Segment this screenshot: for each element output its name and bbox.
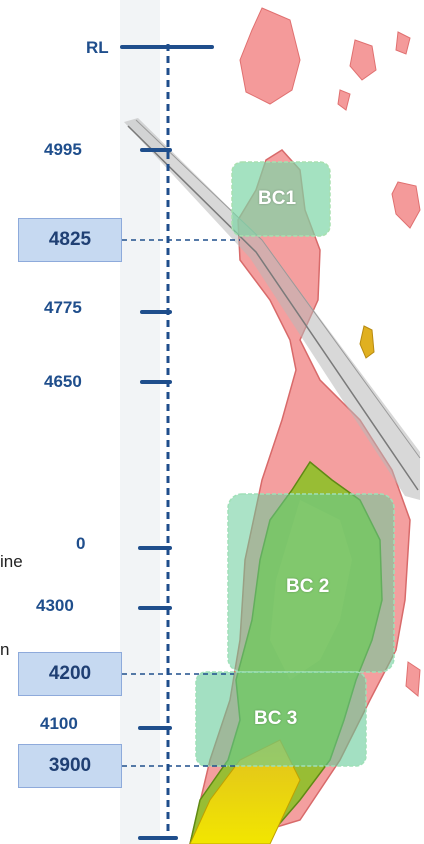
- clipped-text: ine: [0, 552, 23, 571]
- axis-title: RL: [86, 38, 109, 57]
- zone-label-bc2: BC 2: [286, 576, 330, 597]
- tick-label: 4650: [44, 372, 82, 391]
- zone-box-bc2: [227, 493, 395, 673]
- clipped-text: n: [0, 640, 10, 659]
- zone-label-bc1: BC1: [258, 188, 297, 209]
- fault-plane: [124, 118, 421, 500]
- axis-ticks: [120, 45, 214, 840]
- level-box: 3900: [18, 744, 122, 788]
- zone-box-bc3: [195, 671, 367, 767]
- ore-body-fragments: [239, 7, 421, 698]
- level-leaders: [122, 239, 240, 767]
- tick-label: 0: [76, 534, 86, 553]
- tick-label: 4300: [36, 596, 74, 615]
- tick-label: 4995: [44, 140, 82, 159]
- minor-lens: [359, 325, 375, 359]
- zone-box-bc1: [231, 161, 331, 237]
- tick-label: 4775: [44, 298, 82, 317]
- zone-label-bc3: BC 3: [254, 708, 298, 729]
- level-box: 4200: [18, 652, 122, 696]
- level-box: 4825: [18, 218, 122, 262]
- tick-label: 4100: [40, 714, 78, 733]
